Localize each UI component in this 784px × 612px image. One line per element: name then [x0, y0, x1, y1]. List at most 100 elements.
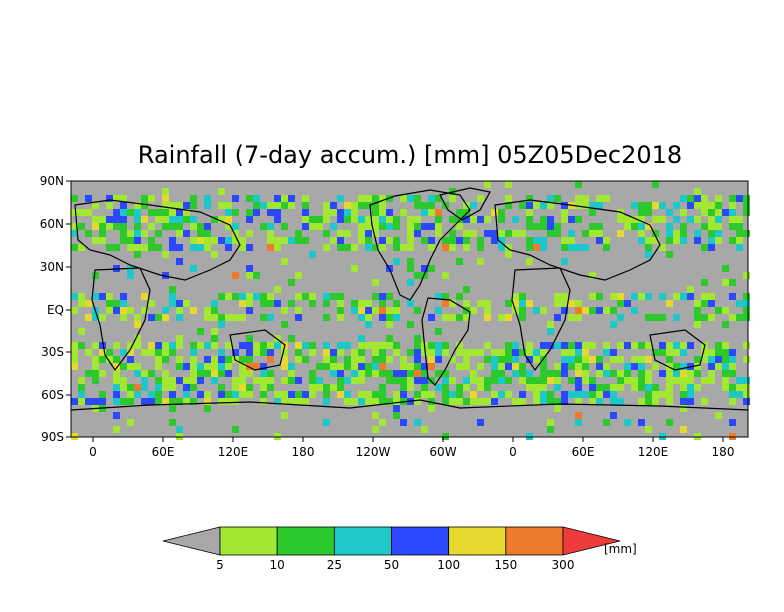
rain-cell	[540, 202, 547, 209]
rain-cell	[421, 363, 428, 370]
rain-cell	[288, 391, 295, 398]
rain-cell	[715, 230, 722, 237]
rain-cell	[708, 293, 715, 300]
rain-cell	[470, 202, 477, 209]
rain-cell	[414, 356, 421, 363]
rain-cell	[645, 223, 652, 230]
rain-cell	[162, 377, 169, 384]
rain-cell	[260, 398, 267, 405]
rain-cell	[645, 391, 652, 398]
rain-cell	[337, 349, 344, 356]
rain-cell	[253, 202, 260, 209]
rain-cell	[610, 307, 617, 314]
rain-cell	[246, 230, 253, 237]
rain-cell	[169, 377, 176, 384]
rain-cell	[365, 307, 372, 314]
rain-cell	[309, 384, 316, 391]
rain-cell	[561, 391, 568, 398]
rain-cell	[365, 202, 372, 209]
rain-cell	[645, 202, 652, 209]
rain-cell	[659, 216, 666, 223]
rain-cell	[169, 237, 176, 244]
rain-cell	[99, 314, 106, 321]
rain-cell	[414, 349, 421, 356]
rain-cell	[477, 349, 484, 356]
rain-cell	[92, 356, 99, 363]
rain-cell	[274, 342, 281, 349]
rain-cell	[218, 363, 225, 370]
rain-cell	[729, 202, 736, 209]
rain-cell	[148, 195, 155, 202]
map-title: Rainfall (7-day accum.) [mm] 05Z05Dec201…	[138, 141, 682, 169]
rain-cell	[617, 300, 624, 307]
rain-cell	[330, 293, 337, 300]
rain-cell	[414, 377, 421, 384]
rain-cell	[218, 314, 225, 321]
rain-cell	[554, 300, 561, 307]
rain-cell	[442, 398, 449, 405]
rain-cell	[372, 195, 379, 202]
rain-cell	[323, 209, 330, 216]
rain-cell	[302, 293, 309, 300]
rain-cell	[141, 349, 148, 356]
rain-cell	[596, 237, 603, 244]
rain-cell	[540, 244, 547, 251]
rain-cell	[463, 286, 470, 293]
rain-cell	[225, 216, 232, 223]
rain-cell	[113, 307, 120, 314]
rain-cell	[127, 209, 134, 216]
rain-cell	[176, 258, 183, 265]
rain-cell	[71, 244, 78, 251]
rain-cell	[372, 391, 379, 398]
rain-cell	[232, 384, 239, 391]
rain-cell	[694, 314, 701, 321]
rain-cell	[449, 398, 456, 405]
rain-cell	[92, 398, 99, 405]
rain-cell	[260, 202, 267, 209]
rain-cell	[267, 223, 274, 230]
rain-cell	[78, 384, 85, 391]
rain-cell	[512, 300, 519, 307]
rain-cell	[323, 202, 330, 209]
rain-cell	[400, 356, 407, 363]
colorbar-level-label: 5	[216, 558, 224, 572]
rain-cell	[526, 223, 533, 230]
rain-cell	[421, 349, 428, 356]
rain-cell	[379, 244, 386, 251]
rain-cell	[358, 391, 365, 398]
rain-cell	[134, 335, 141, 342]
rain-cell	[526, 370, 533, 377]
rain-cell	[393, 244, 400, 251]
rain-cell	[638, 377, 645, 384]
rain-cell	[120, 202, 127, 209]
rain-cell	[561, 293, 568, 300]
rain-cell	[575, 398, 582, 405]
colorbar-level-label: 300	[552, 558, 575, 572]
rain-cell	[372, 398, 379, 405]
rain-cell	[617, 293, 624, 300]
rain-cell	[701, 202, 708, 209]
rain-cell	[666, 223, 673, 230]
rain-cell	[414, 223, 421, 230]
rain-cell	[456, 293, 463, 300]
rain-cell	[92, 377, 99, 384]
rain-cell	[729, 356, 736, 363]
rain-cell	[120, 223, 127, 230]
rain-cell	[120, 307, 127, 314]
rain-cell	[218, 391, 225, 398]
rain-cell	[561, 356, 568, 363]
rain-cell	[631, 356, 638, 363]
rain-cell	[512, 398, 519, 405]
rain-cell	[421, 370, 428, 377]
rain-cell	[295, 356, 302, 363]
rain-cell	[344, 363, 351, 370]
rain-cell	[127, 307, 134, 314]
rain-cell	[246, 356, 253, 363]
rain-cell	[414, 363, 421, 370]
rain-cell	[176, 230, 183, 237]
rain-cell	[694, 356, 701, 363]
rain-cell	[337, 244, 344, 251]
rain-cell	[225, 398, 232, 405]
rain-cell	[666, 370, 673, 377]
